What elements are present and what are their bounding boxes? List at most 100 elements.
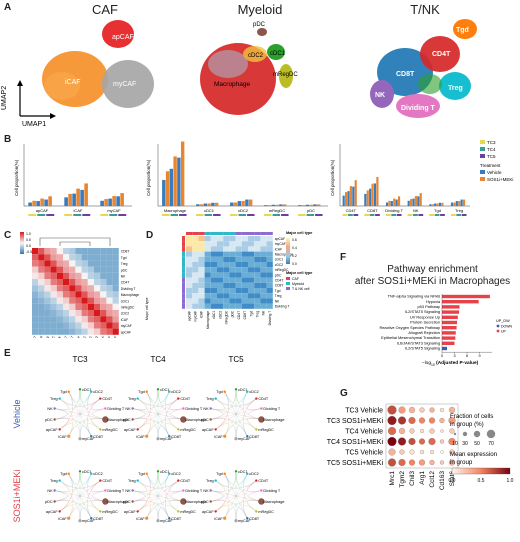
e-node-label: Macrophage [185, 418, 206, 422]
g-dot [439, 460, 445, 465]
e-node [223, 516, 227, 520]
d-row-label: Macrophage [275, 253, 293, 257]
g-dot [387, 458, 397, 467]
b-bar [373, 183, 377, 206]
e-node [78, 388, 82, 391]
umap-myeloid: pDC cDC2 cDC1 Macrophage mRegDC [200, 22, 298, 115]
g-dot [408, 406, 416, 414]
label-apcaf: apCAF [112, 34, 134, 41]
e-node-label: Dividing T [263, 489, 280, 493]
b-bar [165, 171, 170, 206]
b-bar [354, 180, 357, 206]
e-node [223, 472, 226, 475]
umap2-label: UMAP2 [1, 86, 8, 110]
e-node-label: mRegDC [102, 510, 118, 514]
e-node-label: Treg [206, 479, 214, 483]
c-row-label: mRegDC [121, 305, 135, 309]
g-size-tick-2: 50 [474, 441, 480, 447]
d-legend-caf: CAF [292, 277, 299, 281]
b-bar [264, 205, 268, 206]
dotplot-g: TC3 Vehicle TC3 SOS1i+MEKi TC4 Vehicle TC4 … [327, 403, 514, 491]
e-node [156, 470, 160, 473]
e-node [209, 418, 212, 421]
b-bar [414, 196, 417, 206]
e-node [136, 510, 139, 513]
g-size-title-1: Fraction of cells [450, 413, 493, 420]
b-bar [385, 202, 389, 206]
b-bar [438, 202, 442, 206]
d-row-label: Tgd [275, 289, 281, 293]
g-dot [409, 449, 415, 455]
b-bar [376, 176, 379, 206]
e-node-label: Treg [50, 397, 58, 401]
f-xtick: 0 [441, 354, 443, 358]
cluster-treg [439, 72, 471, 100]
e-node [246, 472, 249, 475]
b-bar [48, 196, 52, 206]
label-cdc1: cDC1 [270, 51, 286, 57]
d-col-label: NK [262, 310, 266, 315]
e-node-label: Tgd [216, 390, 223, 394]
label-macrophage: Macrophage [214, 81, 251, 88]
f-bar [442, 341, 455, 345]
c-col-label: iCAF [98, 335, 105, 338]
b-bar [104, 199, 108, 206]
umap-title-myeloid: Myeloid [237, 2, 283, 17]
e-node [99, 428, 102, 431]
b-bar [313, 204, 317, 206]
d-legend-title: Major cell type [286, 271, 312, 275]
c-col-label: Treg [43, 335, 50, 338]
g-dot [419, 407, 425, 413]
e-node-label: Treg [206, 397, 214, 401]
e-node [177, 428, 180, 431]
b-bar [68, 193, 72, 206]
d-row-label: mRegDC [275, 268, 289, 272]
b-bar [32, 200, 36, 206]
d-col-label: pDC [231, 310, 235, 317]
g-dot [398, 427, 406, 435]
f-bar [442, 320, 457, 325]
f-category-label: IL2/STAT5 Signaling [405, 346, 440, 351]
e-node [131, 418, 134, 421]
label-pdc: pDC [253, 22, 266, 28]
e-node-label: CD8T [171, 435, 182, 439]
g-dot [448, 406, 456, 414]
cluster-nk [370, 80, 394, 108]
f-category-label: UV Response Up [410, 314, 440, 319]
label-dividing: Dividing T [401, 105, 436, 112]
g-color-tick-0: 0.0 [449, 478, 456, 484]
b-bar [241, 201, 245, 206]
b-bar [419, 193, 422, 206]
d-col-label: cDC1 [212, 311, 216, 319]
f-category-label: IL2/STAT5 Signaling [405, 309, 440, 314]
b-bar [177, 157, 181, 206]
e-node [156, 437, 160, 441]
d-col-label: apCAF [187, 311, 191, 321]
b-category-label: pDC [307, 208, 315, 213]
e-node-label: Treg [128, 479, 136, 483]
g-col-label: Cd163 [439, 471, 446, 491]
e-node-label: iCAF [136, 517, 145, 521]
d-col-label: Macrophage [206, 311, 210, 329]
b-bar [309, 204, 313, 206]
e-node [99, 510, 102, 513]
b-bar [214, 202, 219, 206]
e-node-label: myCAF [82, 437, 95, 441]
b-bar [388, 200, 391, 206]
b-bar [237, 201, 242, 206]
e-node-label: pDC [45, 500, 53, 504]
e-node-label: apCAF [46, 428, 58, 432]
d-cbar-tick-0: 0.6 [292, 238, 297, 242]
bar-charts-b: Cell proportion(%) Cell proportion(%) Ce… [14, 140, 513, 216]
g-color-title-2: in group [450, 459, 473, 466]
b-bar [316, 204, 321, 206]
c-col-label: CD8T [29, 335, 37, 338]
e-node-label: mRegDC [102, 428, 118, 432]
e-node-label: CD8T [93, 435, 104, 439]
g-dot [429, 407, 435, 413]
b-bar [162, 179, 166, 206]
b-bar [436, 203, 439, 206]
e-node [90, 435, 93, 438]
b-ylabel-1: Cell proportion(%) [14, 159, 19, 196]
g-dot [408, 416, 416, 425]
